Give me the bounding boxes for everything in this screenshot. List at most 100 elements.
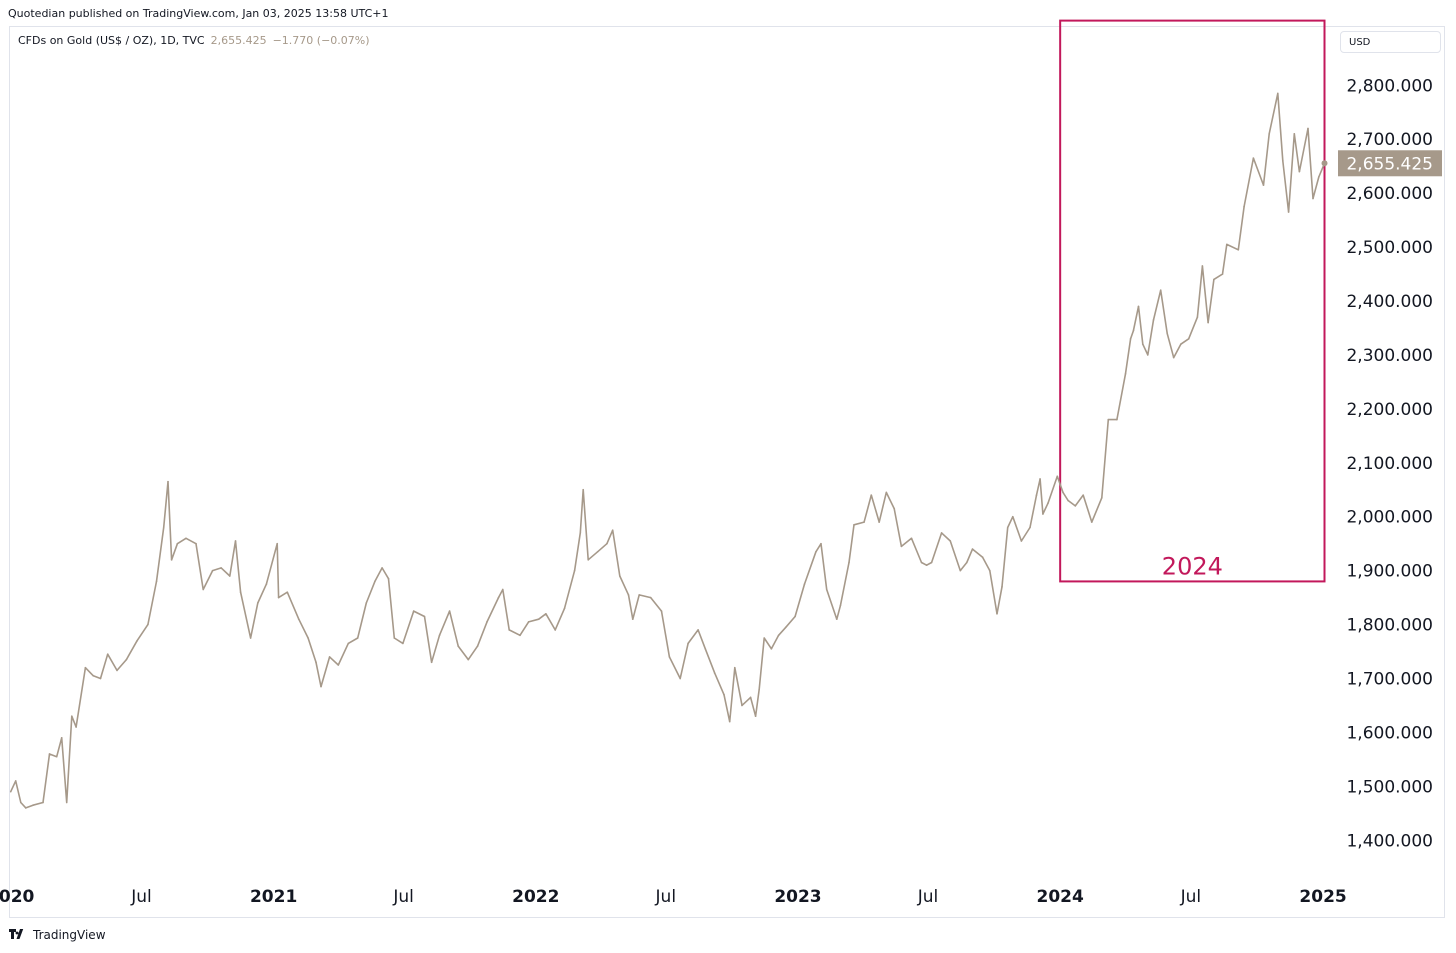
data-point: [1039, 478, 1041, 480]
data-point: [234, 540, 237, 542]
data-point: [1062, 491, 1064, 494]
x-tick-label: Jul: [392, 887, 414, 907]
data-point: [1101, 497, 1103, 499]
data-point: [265, 583, 268, 585]
data-point: [347, 642, 350, 645]
data-point: [1006, 526, 1009, 529]
data-point: [176, 542, 179, 545]
data-point: [25, 807, 27, 809]
data-point: [1252, 157, 1255, 159]
data-point: [297, 618, 300, 620]
data-point: [116, 669, 118, 672]
x-tick-label: 2023: [774, 887, 821, 907]
data-point: [1298, 170, 1301, 173]
data-point: [60, 736, 63, 739]
data-point: [42, 801, 44, 804]
y-tick-label: 1,900.000: [1346, 562, 1433, 582]
data-point: [337, 664, 340, 666]
data-point: [315, 661, 317, 664]
data-point: [1141, 343, 1144, 345]
data-point: [147, 623, 149, 626]
data-point: [878, 521, 880, 523]
data-point: [1116, 418, 1118, 421]
chart-frame: [9, 26, 1445, 918]
data-point: [1011, 515, 1014, 518]
data-point: [486, 621, 488, 623]
y-tick-label: 2,400.000: [1346, 292, 1433, 312]
tradingview-logo[interactable]: TradingView: [9, 928, 106, 942]
data-point: [527, 621, 530, 623]
data-point: [448, 610, 451, 612]
data-point: [537, 618, 540, 620]
data-point: [1307, 127, 1309, 130]
last-price-dot: [1321, 160, 1328, 167]
data-point: [697, 629, 699, 631]
data-point: [1207, 321, 1209, 324]
data-point: [704, 648, 707, 650]
data-point: [84, 666, 87, 669]
y-tick-label: 1,400.000: [1346, 831, 1433, 851]
data-point: [777, 634, 780, 637]
x-tick-label: Jul: [130, 887, 152, 907]
last-price-badge: [1338, 150, 1442, 177]
data-point: [545, 612, 547, 615]
data-point: [381, 567, 383, 569]
data-point: [1226, 243, 1228, 246]
data-point: [1107, 418, 1110, 421]
data-point: [554, 629, 556, 631]
y-tick-label: 2,600.000: [1346, 184, 1433, 204]
data-point: [713, 672, 716, 674]
data-point: [649, 596, 652, 599]
data-point: [988, 569, 991, 572]
data-point: [784, 626, 787, 629]
x-tick-label: Jul: [1180, 887, 1202, 907]
data-point: [835, 618, 838, 620]
data-point: [457, 645, 460, 647]
data-point: [1001, 586, 1003, 588]
data-point: [402, 642, 404, 645]
data-point: [1082, 494, 1084, 496]
data-point: [249, 637, 252, 639]
legend-price: 2,655.425: [210, 34, 267, 47]
data-point: [949, 540, 952, 542]
data-point: [497, 596, 500, 599]
data-point: [638, 594, 641, 596]
data-point: [277, 596, 280, 599]
data-point: [848, 561, 850, 564]
data-point: [276, 542, 279, 545]
data-point: [393, 637, 396, 639]
data-point: [863, 521, 865, 523]
currency-button[interactable]: USD: [1340, 31, 1441, 53]
y-tick-label: 2,100.000: [1346, 454, 1433, 474]
data-point: [687, 642, 689, 645]
data-point: [1047, 502, 1049, 505]
data-point: [412, 610, 415, 612]
data-point: [1213, 278, 1215, 281]
data-point: [307, 637, 309, 639]
data-point: [825, 588, 828, 591]
data-point: [476, 645, 479, 647]
data-point: [48, 753, 51, 755]
data-point: [1029, 526, 1031, 529]
x-tick-label: 2020: [0, 887, 35, 907]
data-point: [1166, 332, 1168, 335]
data-point: [1243, 205, 1245, 208]
annotation-box: [1059, 19, 1326, 583]
data-point: [356, 637, 359, 639]
data-point: [733, 666, 736, 669]
data-point: [839, 604, 842, 607]
annotation-label: 2024: [1162, 552, 1223, 580]
data-point: [885, 491, 888, 494]
data-point: [723, 693, 725, 696]
x-tick-label: Jul: [655, 887, 677, 907]
data-point: [893, 507, 896, 510]
data-point: [1152, 319, 1155, 321]
data-point: [619, 575, 621, 577]
data-point: [1282, 160, 1284, 162]
last-price-label: 2,655.425: [1346, 154, 1433, 174]
data-point: [563, 607, 566, 610]
data-point: [1035, 494, 1038, 496]
data-point: [596, 550, 599, 553]
data-point: [794, 615, 796, 618]
